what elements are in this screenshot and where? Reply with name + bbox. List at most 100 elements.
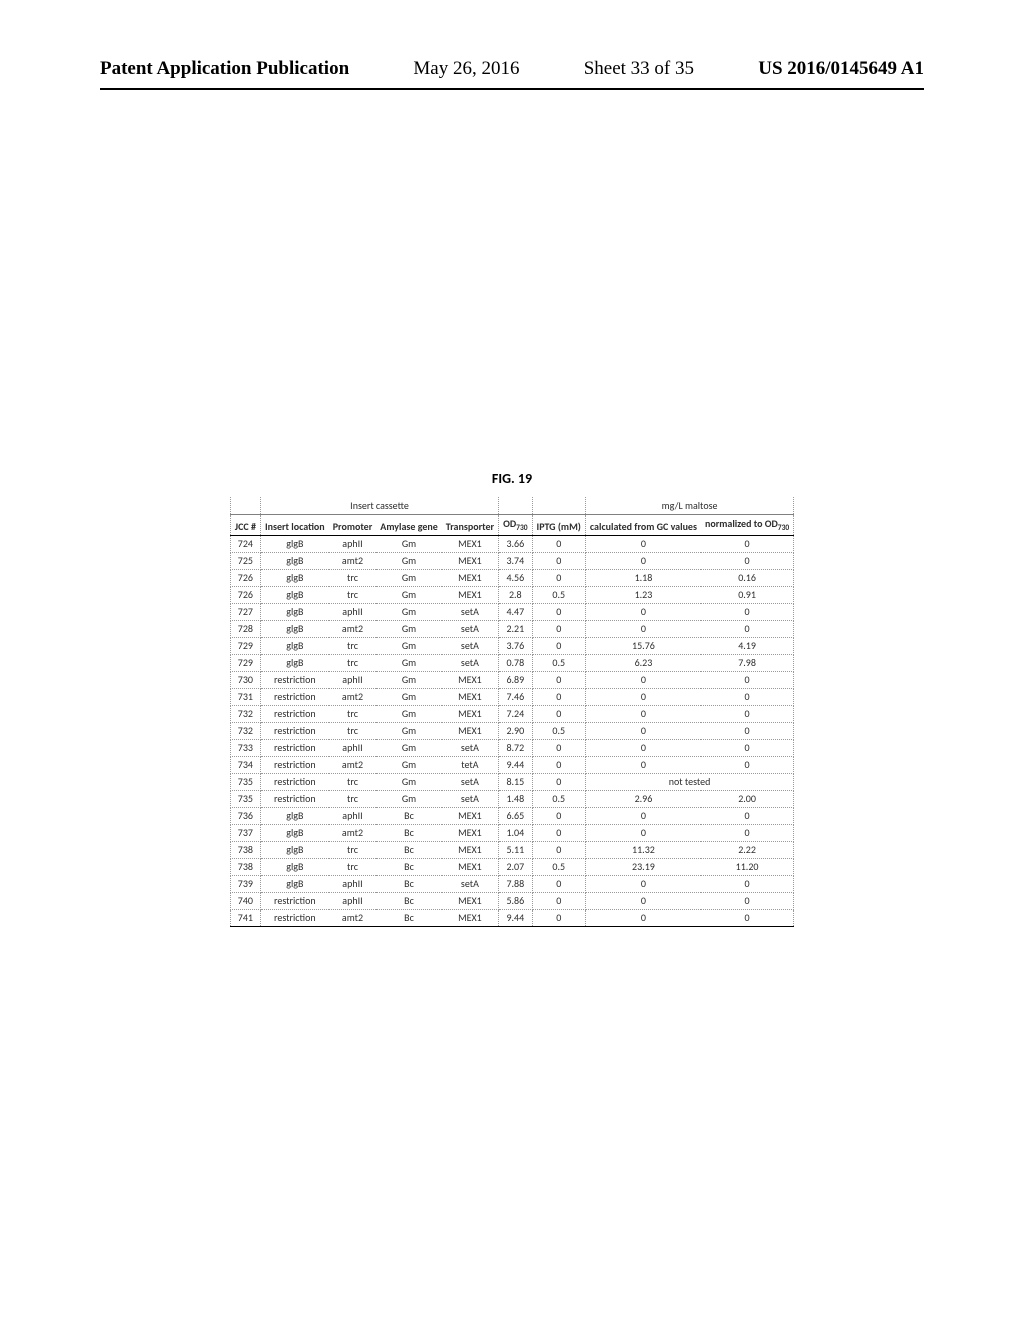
cell-calc: 0 bbox=[585, 535, 701, 552]
header-rule bbox=[100, 88, 924, 90]
cell-transporter: MEX1 bbox=[442, 671, 499, 688]
cell-amylase: Gm bbox=[376, 654, 442, 671]
cell-norm: 0 bbox=[701, 807, 794, 824]
cell-promoter: aphII bbox=[329, 739, 377, 756]
cell-amylase: Gm bbox=[376, 722, 442, 739]
cell-iptg: 0 bbox=[532, 739, 585, 756]
cell-iptg: 0 bbox=[532, 909, 585, 926]
table-row: 740restrictionaphIIBcMEX15.86000 bbox=[230, 892, 793, 909]
cell-norm: 0 bbox=[701, 722, 794, 739]
cell-jcc: 740 bbox=[230, 892, 260, 909]
cell-iptg: 0 bbox=[532, 569, 585, 586]
cell-norm: 0 bbox=[701, 892, 794, 909]
cell-od730: 9.44 bbox=[499, 909, 532, 926]
cell-amylase: Gm bbox=[376, 688, 442, 705]
data-table-wrap: Insert cassette mg/L maltose JCC # Inser… bbox=[230, 497, 794, 927]
cell-iptg: 0 bbox=[532, 841, 585, 858]
cell-jcc: 738 bbox=[230, 858, 260, 875]
cell-promoter: amt2 bbox=[329, 552, 377, 569]
cell-transporter: MEX1 bbox=[442, 569, 499, 586]
cell-iptg: 0 bbox=[532, 637, 585, 654]
cell-insert: glgB bbox=[260, 552, 328, 569]
table-row: 735restrictiontrcGmsetA8.150not tested bbox=[230, 773, 793, 790]
cell-promoter: aphII bbox=[329, 535, 377, 552]
cell-norm: 7.98 bbox=[701, 654, 794, 671]
cell-transporter: setA bbox=[442, 773, 499, 790]
cell-od730: 0.78 bbox=[499, 654, 532, 671]
table-row: 733restrictionaphIIGmsetA8.72000 bbox=[230, 739, 793, 756]
cell-calc: 0 bbox=[585, 875, 701, 892]
cell-norm: 11.20 bbox=[701, 858, 794, 875]
cell-iptg: 0.5 bbox=[532, 586, 585, 603]
cell-iptg: 0.5 bbox=[532, 858, 585, 875]
cell-jcc: 741 bbox=[230, 909, 260, 926]
table-row: 726glgBtrcGmMEX14.5601.180.16 bbox=[230, 569, 793, 586]
header-right: US 2016/0145649 A1 bbox=[758, 58, 924, 80]
cell-jcc: 726 bbox=[230, 569, 260, 586]
cell-insert: restriction bbox=[260, 790, 328, 807]
col-od730: OD730 bbox=[499, 514, 532, 535]
cell-amylase: Bc bbox=[376, 892, 442, 909]
col-iptg: IPTG (mM) bbox=[532, 514, 585, 535]
table-group-header-row: Insert cassette mg/L maltose bbox=[230, 497, 793, 514]
grp-blank-jcc bbox=[230, 497, 260, 514]
cell-norm: 0 bbox=[701, 552, 794, 569]
cell-jcc: 739 bbox=[230, 875, 260, 892]
cell-calc: 0 bbox=[585, 909, 701, 926]
table-row: 737glgBamt2BcMEX11.04000 bbox=[230, 824, 793, 841]
cell-od730: 7.88 bbox=[499, 875, 532, 892]
cell-jcc: 729 bbox=[230, 654, 260, 671]
cell-calc: 0 bbox=[585, 688, 701, 705]
col-norm: normalized to OD730 bbox=[701, 514, 794, 535]
cell-jcc: 725 bbox=[230, 552, 260, 569]
cell-calc: 0 bbox=[585, 603, 701, 620]
table-row: 741restrictionamt2BcMEX19.44000 bbox=[230, 909, 793, 926]
grp-mgl-maltose: mg/L maltose bbox=[585, 497, 793, 514]
cell-iptg: 0 bbox=[532, 620, 585, 637]
cell-amylase: Gm bbox=[376, 620, 442, 637]
cell-norm: 0 bbox=[701, 705, 794, 722]
col-calc: calculated from GC values bbox=[585, 514, 701, 535]
cell-promoter: amt2 bbox=[329, 688, 377, 705]
cell-od730: 1.04 bbox=[499, 824, 532, 841]
cell-insert: restriction bbox=[260, 892, 328, 909]
cell-calc: 23.19 bbox=[585, 858, 701, 875]
grp-blank-od bbox=[499, 497, 532, 514]
cell-promoter: trc bbox=[329, 586, 377, 603]
cell-od730: 2.07 bbox=[499, 858, 532, 875]
cell-amylase: Bc bbox=[376, 841, 442, 858]
cell-norm: 0 bbox=[701, 671, 794, 688]
cell-amylase: Gm bbox=[376, 637, 442, 654]
cell-od730: 1.48 bbox=[499, 790, 532, 807]
cell-iptg: 0 bbox=[532, 552, 585, 569]
cell-transporter: MEX1 bbox=[442, 535, 499, 552]
cell-od730: 3.66 bbox=[499, 535, 532, 552]
header-date: May 26, 2016 bbox=[413, 58, 519, 80]
cell-insert: glgB bbox=[260, 875, 328, 892]
cell-norm: 0 bbox=[701, 756, 794, 773]
cell-transporter: tetA bbox=[442, 756, 499, 773]
table-row: 724glgBaphIIGmMEX13.66000 bbox=[230, 535, 793, 552]
cell-calc: 2.96 bbox=[585, 790, 701, 807]
cell-calc: 15.76 bbox=[585, 637, 701, 654]
table-row: 732restrictiontrcGmMEX17.24000 bbox=[230, 705, 793, 722]
data-table: Insert cassette mg/L maltose JCC # Inser… bbox=[230, 497, 794, 927]
cell-norm: 0.91 bbox=[701, 586, 794, 603]
cell-insert: glgB bbox=[260, 654, 328, 671]
cell-jcc: 730 bbox=[230, 671, 260, 688]
cell-iptg: 0.5 bbox=[532, 654, 585, 671]
cell-od730: 5.11 bbox=[499, 841, 532, 858]
cell-amylase: Gm bbox=[376, 586, 442, 603]
cell-promoter: aphII bbox=[329, 807, 377, 824]
cell-od730: 2.8 bbox=[499, 586, 532, 603]
table-row: 725glgBamt2GmMEX13.74000 bbox=[230, 552, 793, 569]
cell-calc: 0 bbox=[585, 739, 701, 756]
cell-insert: restriction bbox=[260, 739, 328, 756]
table-row: 727glgBaphIIGmsetA4.47000 bbox=[230, 603, 793, 620]
cell-promoter: trc bbox=[329, 841, 377, 858]
cell-transporter: MEX1 bbox=[442, 858, 499, 875]
cell-transporter: MEX1 bbox=[442, 892, 499, 909]
cell-jcc: 736 bbox=[230, 807, 260, 824]
cell-promoter: trc bbox=[329, 654, 377, 671]
cell-norm: 0 bbox=[701, 739, 794, 756]
